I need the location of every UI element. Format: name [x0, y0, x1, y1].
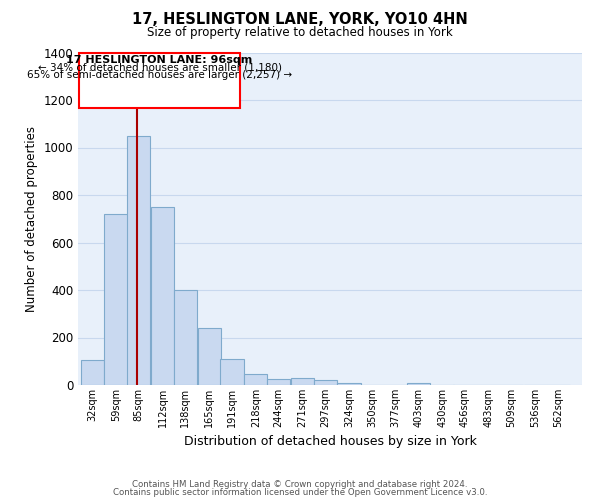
- Bar: [127, 136, 151, 385]
- Bar: [151, 207, 174, 385]
- Bar: [104, 214, 128, 385]
- FancyBboxPatch shape: [79, 53, 241, 108]
- Bar: [80, 360, 104, 385]
- Bar: [267, 379, 290, 385]
- Text: 65% of semi-detached houses are larger (2,257) →: 65% of semi-detached houses are larger (…: [27, 70, 292, 80]
- Bar: [407, 382, 430, 385]
- Bar: [244, 374, 268, 385]
- Text: Size of property relative to detached houses in York: Size of property relative to detached ho…: [147, 26, 453, 39]
- Y-axis label: Number of detached properties: Number of detached properties: [25, 126, 38, 312]
- Text: Contains HM Land Registry data © Crown copyright and database right 2024.: Contains HM Land Registry data © Crown c…: [132, 480, 468, 489]
- Bar: [197, 328, 221, 385]
- Bar: [220, 359, 244, 385]
- Bar: [314, 380, 337, 385]
- Text: ← 34% of detached houses are smaller (1,180): ← 34% of detached houses are smaller (1,…: [38, 63, 281, 73]
- Text: 17, HESLINGTON LANE, YORK, YO10 4HN: 17, HESLINGTON LANE, YORK, YO10 4HN: [132, 12, 468, 28]
- Bar: [337, 382, 361, 385]
- Text: Contains public sector information licensed under the Open Government Licence v3: Contains public sector information licen…: [113, 488, 487, 497]
- Bar: [291, 378, 314, 385]
- Text: 17 HESLINGTON LANE: 96sqm: 17 HESLINGTON LANE: 96sqm: [67, 56, 253, 66]
- X-axis label: Distribution of detached houses by size in York: Distribution of detached houses by size …: [184, 436, 476, 448]
- Bar: [174, 290, 197, 385]
